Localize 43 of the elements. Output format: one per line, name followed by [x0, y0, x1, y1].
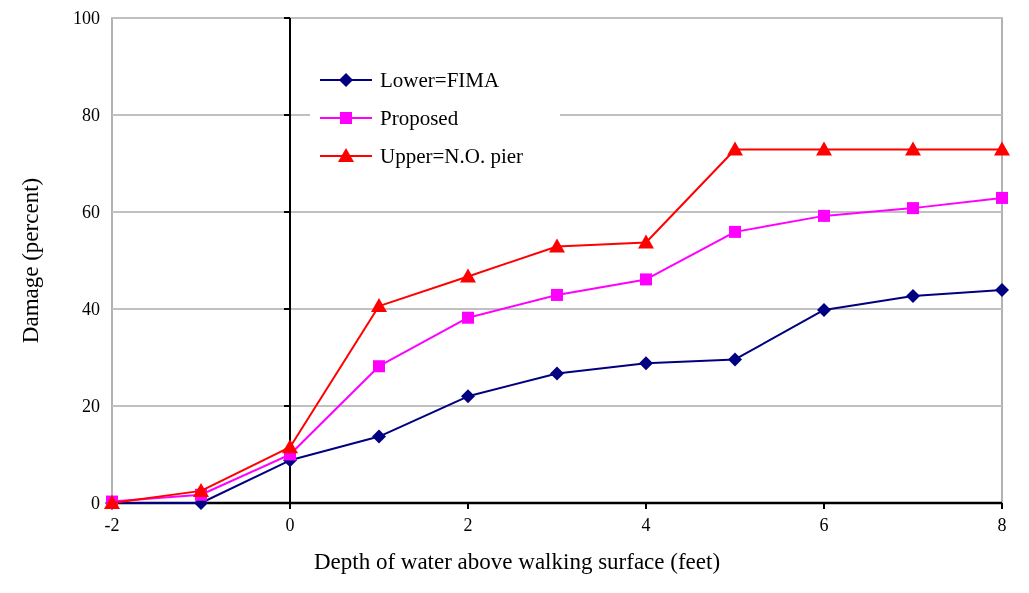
point [193, 482, 209, 497]
y-axis-title: Damage (percent) [18, 177, 43, 344]
point [549, 238, 565, 253]
x-tick-label: 4 [641, 515, 651, 535]
point [996, 191, 1008, 204]
point [728, 352, 742, 367]
y-tick-label: 40 [82, 299, 100, 320]
point [461, 389, 475, 404]
point [371, 298, 387, 313]
point [550, 366, 564, 381]
x-tick-label: 6 [819, 515, 829, 535]
x-tick-label: 8 [997, 515, 1007, 535]
point [906, 288, 920, 303]
point [640, 273, 652, 286]
point [818, 209, 830, 222]
point [639, 356, 653, 371]
point [373, 360, 385, 373]
y-tick-label: 100 [73, 8, 100, 29]
point [817, 302, 831, 317]
legend-label: Upper=N.O. pier [380, 144, 524, 169]
point [816, 141, 832, 156]
y-tick-label: 80 [82, 105, 100, 126]
point [729, 225, 741, 238]
x-tick-label: -2 [104, 515, 120, 535]
legend-label: Proposed [380, 106, 459, 131]
legend-label: Lower=FIMA [380, 68, 500, 93]
point [460, 268, 476, 283]
x-axis-title: Depth of water above walking surface (feet) [313, 549, 721, 574]
x-tick-label: 2 [463, 515, 473, 535]
point [727, 141, 743, 156]
point [372, 429, 386, 444]
x-tick-label: 0 [285, 515, 295, 535]
point [638, 234, 654, 249]
y-tick-label: 0 [91, 493, 100, 514]
point [994, 141, 1010, 156]
point [282, 439, 298, 454]
point [905, 141, 921, 156]
y-tick-label: 20 [82, 396, 100, 417]
point [551, 288, 563, 301]
point [995, 283, 1009, 298]
point [907, 202, 919, 215]
point [462, 311, 474, 324]
y-tick-label: 60 [82, 202, 100, 223]
